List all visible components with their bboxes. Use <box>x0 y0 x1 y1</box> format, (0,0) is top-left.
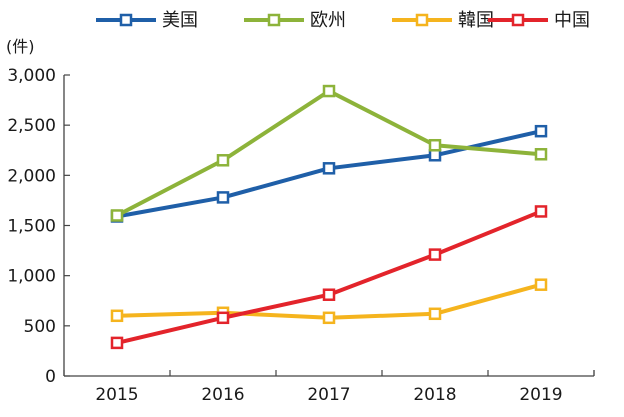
data-point-marker <box>216 154 230 167</box>
series-4 <box>110 205 548 350</box>
y-tick-label: 1,500 <box>7 217 56 237</box>
legend-label: 中国 <box>554 10 590 31</box>
data-point-marker <box>322 311 336 325</box>
legend: 美国 欧州 韓国 中国 <box>96 10 590 31</box>
y-tick-label: 3,000 <box>7 66 56 86</box>
legend-item: 中国 <box>488 10 590 31</box>
data-point-marker <box>110 209 124 222</box>
data-point-marker <box>110 336 124 350</box>
data-point-marker <box>110 309 124 323</box>
series-2 <box>110 84 548 222</box>
data-point-marker <box>428 149 442 162</box>
data-point-marker <box>534 124 548 138</box>
series-1 <box>110 124 548 223</box>
legend-swatch-marker <box>267 13 281 27</box>
y-axis-unit-label: (件) <box>6 37 35 56</box>
x-tick-label: 2015 <box>95 385 138 405</box>
legend-item: 美国 <box>96 10 198 31</box>
legend-label: 欧州 <box>310 10 346 31</box>
axes <box>63 75 594 377</box>
series-3 <box>110 278 548 325</box>
x-tick-label: 2018 <box>413 385 456 405</box>
y-tick-label: 1,000 <box>7 267 56 287</box>
y-axis-ticks: 0 500 1,000 1,500 2,000 2,500 3,000 <box>7 66 70 387</box>
data-point-marker <box>428 138 442 152</box>
data-point-marker <box>428 307 442 321</box>
data-point-marker <box>322 288 336 301</box>
legend-label: 美国 <box>162 10 198 31</box>
legend-swatch-marker <box>511 13 525 27</box>
data-point-marker <box>534 148 548 161</box>
legend-item: 韓国 <box>392 10 494 31</box>
x-tick-label: 2017 <box>307 385 350 405</box>
data-point-marker <box>322 84 336 98</box>
x-tick-label: 2016 <box>201 385 244 405</box>
data-point-marker <box>428 248 442 261</box>
data-point-marker <box>216 311 230 325</box>
data-point-marker <box>216 191 230 204</box>
x-tick-label: 2019 <box>519 385 562 405</box>
legend-label: 韓国 <box>458 10 494 31</box>
data-point-marker <box>534 205 548 218</box>
legend-swatch-marker <box>119 13 133 27</box>
series-line <box>115 89 543 218</box>
legend-item: 欧州 <box>244 10 346 31</box>
legend-swatch-marker <box>415 13 429 27</box>
series-lines <box>110 84 548 350</box>
data-point-marker <box>322 162 336 175</box>
y-tick-label: 2,500 <box>7 116 56 136</box>
y-tick-label: 2,000 <box>7 166 56 186</box>
data-point-marker <box>534 278 548 291</box>
y-tick-label: 500 <box>24 317 56 337</box>
y-tick-label: 0 <box>45 367 56 387</box>
x-axis-ticks: 2015 2016 2017 2018 2019 <box>63 370 595 405</box>
